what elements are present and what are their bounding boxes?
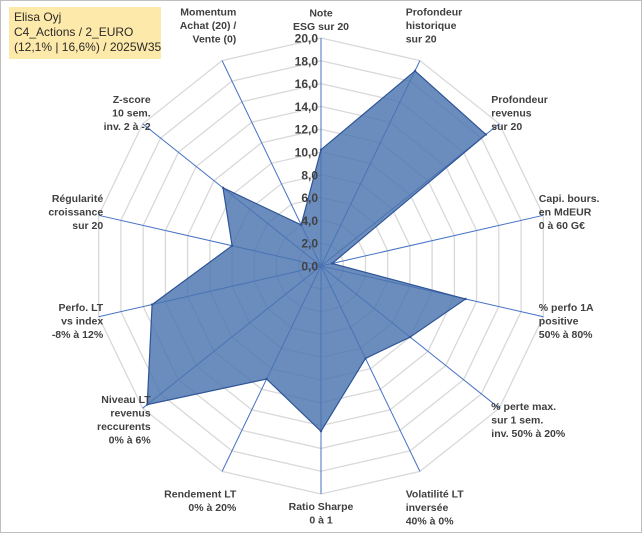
data-point: [319, 148, 323, 151]
axis-label-line: Régularité: [52, 193, 104, 205]
radial-tick-label: 16,0: [295, 77, 319, 91]
axis-label-line: revenus: [491, 108, 531, 120]
data-point: [330, 262, 334, 265]
data-point: [150, 303, 154, 306]
axis-label-line: 10 sem.: [112, 108, 151, 120]
company-name: Elisa Oyj: [14, 10, 62, 24]
axis-label: Perfo. LT vs index -8% à 12%: [52, 302, 104, 341]
radial-tick-label: 18,0: [295, 54, 319, 68]
axis-label-line: inversée: [406, 502, 449, 514]
axis-label-line: vs index: [61, 316, 103, 328]
data-point: [265, 377, 268, 381]
axis-label-line: sur 1 sem.: [491, 414, 543, 426]
axis-label-line: Ratio Sharpe: [289, 501, 354, 513]
title-badge: Elisa Oyj C4_Actions / 2_EURO (12,1% | 1…: [9, 7, 161, 59]
axis-label-line: Achat (20) /: [180, 20, 237, 32]
axis-label-line: inv. 2 à -2: [104, 121, 151, 133]
axis-label-line: en MdEUR: [539, 206, 592, 218]
data-point: [413, 69, 417, 73]
axis-label: Profondeur historique sur 20: [406, 6, 463, 45]
data-point: [364, 357, 367, 360]
axis-label-line: Profondeur: [406, 6, 463, 18]
radial-tick-label: 0,0: [301, 260, 318, 274]
axis-label-line: 0 à 60 G€: [539, 220, 585, 232]
radial-tick-label: 20,0: [295, 32, 319, 46]
axis-label-line: Note: [309, 8, 332, 20]
data-point: [300, 223, 303, 227]
axis-label-line: revenus: [110, 408, 150, 420]
axis-label-line: Volatilité LT: [406, 489, 465, 501]
axis-label-line: Z-score: [113, 94, 151, 106]
data-point: [221, 186, 225, 189]
radar-series: [146, 69, 488, 433]
axis-label-line: % perfo 1A: [539, 302, 594, 314]
axis-label: Régularité croissance sur 20: [48, 193, 103, 232]
axis-spoke: [320, 214, 544, 267]
radial-tick-label: 10,0: [295, 146, 319, 160]
axis-label-line: croissance: [48, 206, 103, 218]
axis-label-line: % perte max.: [491, 401, 556, 413]
axis-label: % perfo 1A positive 50% à 80%: [539, 302, 594, 341]
axis-label: Note ESG sur 20: [293, 8, 349, 34]
axis-label-line: -8% à 12%: [52, 329, 104, 341]
data-point: [146, 403, 149, 406]
axis-label-line: Vente (0): [193, 33, 237, 45]
axis-label-line: 0 à 1: [309, 515, 333, 527]
axis-label-line: sur 20: [72, 220, 103, 232]
radial-tick-labels: 0,0 2,0 4,0 6,0 8,0 10,0 12,0 14,0 16,0 18,0 20,0: [295, 32, 319, 274]
axis-label-line: sur 20: [491, 121, 522, 133]
axis-label-line: 0% à 6%: [109, 435, 152, 447]
radial-tick-label: 14,0: [295, 100, 319, 114]
axis-label: Ratio Sharpe 0 à 1: [289, 501, 354, 527]
radial-tick-label: 6,0: [301, 191, 318, 205]
period-label: (12,1% | 16,6%) / 2025W35: [14, 40, 162, 54]
axis-label-line: positive: [539, 316, 579, 328]
axis-label-line: 40% à 0%: [406, 516, 455, 528]
data-point: [319, 430, 323, 433]
data-point: [464, 297, 467, 301]
axis-label-line: Capi. bours.: [539, 193, 600, 205]
axis-label: Niveau LT revenus reccurents 0% à 6%: [97, 394, 151, 447]
axis-label-line: reccurents: [97, 421, 151, 433]
axis-label: Z-score 10 sem. inv. 2 à -2: [104, 94, 151, 133]
axis-label-line: 0% à 20%: [188, 502, 237, 514]
data-point: [408, 335, 412, 339]
radial-tick-label: 8,0: [301, 168, 318, 182]
axis-label-line: Rendement LT: [164, 489, 237, 501]
axis-label: Volatilité LT inversée 40% à 0%: [406, 489, 465, 528]
data-point: [230, 244, 234, 247]
axis-label-line: ESG sur 20: [293, 21, 349, 33]
axis-label-line: Niveau LT: [101, 394, 151, 406]
radial-tick-label: 12,0: [295, 123, 319, 137]
axis-label-line: Perfo. LT: [58, 302, 103, 314]
radial-tick-label: 4,0: [301, 214, 318, 228]
axis-label-line: sur 20: [406, 33, 437, 45]
axis-label: Momentum Achat (20) / Vente (0): [180, 6, 237, 45]
axis-label-line: 50% à 80%: [539, 329, 593, 341]
axis-label: Profondeur revenus sur 20: [491, 94, 548, 133]
axis-label: Rendement LT 0% à 20%: [164, 489, 237, 514]
radial-tick-label: 2,0: [301, 237, 318, 251]
axis-label: % perte max. sur 1 sem. inv. 50% à 20%: [491, 401, 566, 440]
axis-label-line: Profondeur: [491, 94, 548, 106]
data-point: [484, 133, 488, 136]
portfolio-label: C4_Actions / 2_EURO: [14, 25, 134, 39]
axis-label-line: inv. 50% à 20%: [491, 428, 566, 440]
axis-label-line: historique: [406, 20, 457, 32]
axis-label: Capi. bours. en MdEUR 0 à 60 G€: [539, 193, 600, 232]
axis-label-line: Momentum: [180, 6, 236, 18]
